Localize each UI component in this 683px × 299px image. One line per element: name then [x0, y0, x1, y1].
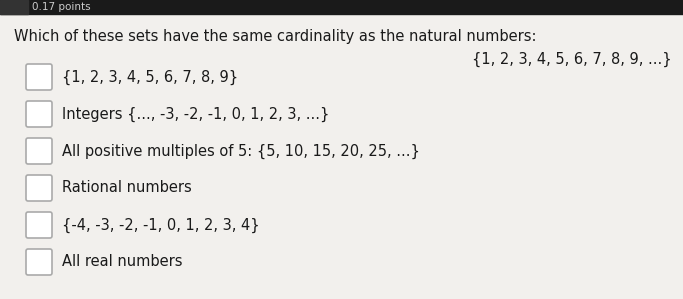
Text: {-4, -3, -2, -1, 0, 1, 2, 3, 4}: {-4, -3, -2, -1, 0, 1, 2, 3, 4}	[62, 217, 260, 233]
Text: {1, 2, 3, 4, 5, 6, 7, 8, 9}: {1, 2, 3, 4, 5, 6, 7, 8, 9}	[62, 69, 238, 85]
Text: {1, 2, 3, 4, 5, 6, 7, 8, 9, ...}: {1, 2, 3, 4, 5, 6, 7, 8, 9, ...}	[473, 52, 672, 67]
Text: All real numbers: All real numbers	[62, 254, 182, 269]
FancyBboxPatch shape	[26, 212, 52, 238]
FancyBboxPatch shape	[26, 175, 52, 201]
Text: All positive multiples of 5: {5, 10, 15, 20, 25, ...}: All positive multiples of 5: {5, 10, 15,…	[62, 144, 420, 158]
Text: Rational numbers: Rational numbers	[62, 181, 192, 196]
FancyBboxPatch shape	[26, 101, 52, 127]
FancyBboxPatch shape	[26, 64, 52, 90]
Bar	[0, 0, 683, 14]
Bar	[0, 0, 28, 14]
FancyBboxPatch shape	[26, 138, 52, 164]
Text: 0.17 points: 0.17 points	[32, 2, 91, 12]
Text: Which of these sets have the same cardinality as the natural numbers:: Which of these sets have the same cardin…	[14, 29, 537, 44]
FancyBboxPatch shape	[26, 249, 52, 275]
Text: Integers {..., -3, -2, -1, 0, 1, 2, 3, ...}: Integers {..., -3, -2, -1, 0, 1, 2, 3, .…	[62, 106, 329, 122]
